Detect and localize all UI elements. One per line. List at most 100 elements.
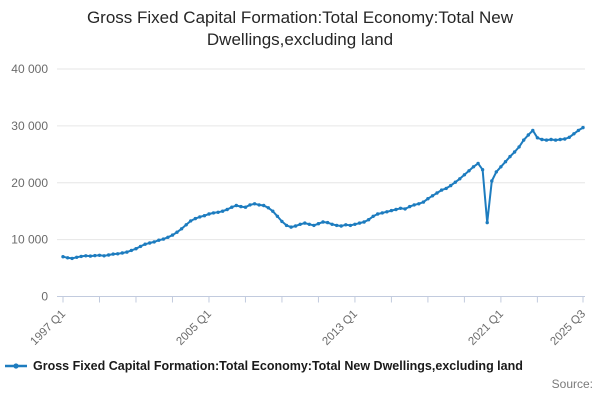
data-point-marker xyxy=(403,207,407,211)
data-point-marker xyxy=(116,252,120,256)
data-point-marker xyxy=(398,206,403,210)
data-point-marker xyxy=(97,253,102,257)
data-point-marker xyxy=(161,237,166,241)
y-axis-label: 20 000 xyxy=(11,176,48,190)
data-point-marker xyxy=(257,203,261,207)
legend-label: Gross Fixed Capital Formation:Total Econ… xyxy=(33,359,523,373)
data-point-marker xyxy=(271,209,275,213)
data-point-marker xyxy=(61,255,65,259)
data-point-marker xyxy=(467,169,471,173)
data-point-marker xyxy=(207,212,211,216)
data-point-marker xyxy=(225,207,229,212)
data-point-marker xyxy=(211,211,216,215)
data-point-marker xyxy=(435,191,439,195)
data-point-marker xyxy=(170,233,175,237)
data-point-marker xyxy=(189,219,193,223)
data-point-marker xyxy=(499,165,503,169)
data-point-marker xyxy=(503,160,508,164)
data-point-marker xyxy=(65,256,70,260)
data-point-marker xyxy=(93,253,97,258)
data-point-marker xyxy=(348,223,353,228)
data-point-marker xyxy=(220,209,225,213)
data-point-marker xyxy=(458,177,462,181)
data-point-marker xyxy=(417,202,421,206)
data-point-marker xyxy=(234,203,238,208)
data-point-marker xyxy=(293,224,298,228)
data-point-marker xyxy=(284,223,289,228)
data-point-marker xyxy=(462,173,467,177)
data-point-marker xyxy=(572,132,576,136)
data-point-marker xyxy=(362,220,366,224)
data-point-marker xyxy=(106,253,111,257)
data-point-marker xyxy=(344,223,348,227)
data-point-marker xyxy=(517,145,521,149)
source-note: Source: xyxy=(551,377,593,391)
data-point-marker xyxy=(129,248,134,253)
data-point-marker xyxy=(75,255,79,259)
data-point-marker xyxy=(449,183,453,188)
y-axis-label: 0 xyxy=(41,290,48,304)
data-point-marker xyxy=(202,214,207,218)
data-point-marker xyxy=(330,222,334,226)
data-point-marker xyxy=(248,203,252,207)
data-point-marker xyxy=(412,203,416,207)
data-point-marker xyxy=(453,180,457,184)
data-point-marker xyxy=(138,244,143,249)
series-line xyxy=(62,126,584,260)
data-point-marker xyxy=(289,225,293,229)
data-point-marker xyxy=(540,137,544,142)
data-point-marker xyxy=(430,194,435,198)
data-point-marker xyxy=(394,207,398,212)
x-axis-label: 2021 Q1 xyxy=(466,308,506,348)
data-point-marker xyxy=(389,208,394,213)
data-point-marker xyxy=(152,240,156,244)
data-point-marker xyxy=(576,128,581,133)
x-axis-label: 2025 Q3 xyxy=(548,308,588,348)
data-point-marker xyxy=(230,205,234,209)
data-point-marker xyxy=(216,210,220,214)
data-point-marker xyxy=(494,170,498,174)
data-point-marker xyxy=(298,222,302,226)
data-point-marker xyxy=(480,168,485,172)
data-point-marker xyxy=(193,216,197,221)
data-point-marker xyxy=(522,138,526,142)
data-point-marker xyxy=(558,137,562,142)
data-point-marker xyxy=(316,222,321,226)
data-point-marker xyxy=(303,221,307,225)
data-point-marker xyxy=(544,138,549,142)
data-point-marker xyxy=(120,251,125,255)
data-point-marker xyxy=(111,252,115,256)
data-point-marker xyxy=(512,150,517,154)
data-point-marker xyxy=(239,204,243,209)
data-point-marker xyxy=(198,215,202,219)
y-axis-label: 10 000 xyxy=(11,233,48,247)
data-point-marker xyxy=(321,220,325,224)
data-point-marker xyxy=(376,212,380,216)
data-point-marker xyxy=(485,220,489,225)
legend-item[interactable]: Gross Fixed Capital Formation:Total Econ… xyxy=(4,359,523,373)
chart-canvas: 0 10 000 20 000 30 000 40 000 1997 Q1 2005 Q1 2… xyxy=(11,62,588,348)
data-point-marker xyxy=(102,254,106,258)
data-point-marker xyxy=(476,161,480,166)
data-point-marker xyxy=(490,179,494,183)
data-point-marker xyxy=(385,210,389,214)
data-point-marker xyxy=(549,137,553,142)
data-point-marker xyxy=(508,154,512,159)
y-axis-label: 30 000 xyxy=(11,119,48,133)
data-point-marker xyxy=(280,219,284,224)
data-point-marker xyxy=(553,138,558,142)
data-point-marker xyxy=(166,235,170,239)
data-point-marker xyxy=(353,222,357,226)
x-axis-label: 2005 Q1 xyxy=(174,308,214,348)
data-point-marker xyxy=(426,197,430,201)
data-point-marker xyxy=(243,205,248,209)
data-point-marker xyxy=(262,203,266,208)
data-point-marker xyxy=(88,254,93,258)
data-point-marker xyxy=(471,165,476,169)
chart-title: Gross Fixed Capital Formation:Total Econ… xyxy=(86,8,514,49)
data-point-marker xyxy=(84,254,88,258)
data-point-marker xyxy=(179,227,184,231)
data-point-marker xyxy=(275,214,280,218)
data-point-marker xyxy=(380,211,384,215)
